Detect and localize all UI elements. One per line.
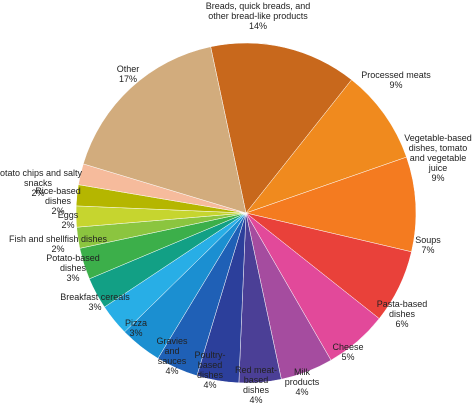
value-label: 3% <box>129 328 143 338</box>
slice-label: Cheese 5% <box>328 342 368 362</box>
value-label: 4% <box>295 387 309 397</box>
slice-label: Poultry-based dishes 4% <box>188 350 233 390</box>
slice-label: Breads, quick breads, and other bread-li… <box>198 1 318 31</box>
value-label: 9% <box>431 173 445 183</box>
category-name: Breakfast cereals <box>60 292 130 302</box>
category-name: Cheese <box>332 342 364 352</box>
slice-label: Processed meats 9% <box>361 70 431 90</box>
value-label: 9% <box>389 80 403 90</box>
category-name: Poultry-based dishes <box>194 350 226 380</box>
value-label: 7% <box>421 245 435 255</box>
slice-label: Red meat-based dishes 4% <box>231 365 281 405</box>
value-label: 17% <box>118 74 137 84</box>
slice-label: Eggs 2% <box>48 210 88 230</box>
value-label: 4% <box>203 380 217 390</box>
pie-slice <box>245 79 407 214</box>
category-name: Rice-based dishes <box>35 186 81 206</box>
slice-label: Potato-based dishes 3% <box>33 253 113 283</box>
slice-label: Soups 7% <box>408 235 448 255</box>
category-name: Pizza <box>124 318 147 328</box>
category-name: Vegetable-based dishes, tomato and veget… <box>404 133 472 173</box>
pie-slice <box>210 42 352 214</box>
slice-label: Milk products 4% <box>282 367 322 397</box>
value-label: 2% <box>51 244 65 254</box>
slice-label: Potato chips and salty snacks 2% <box>0 168 88 198</box>
category-name: Soups <box>415 235 441 245</box>
slice-label: Breakfast cereals 3% <box>60 292 130 312</box>
slice-label: Rice-based dishes 2% <box>23 186 93 216</box>
value-label: 4% <box>165 366 179 376</box>
category-name: Potato-based dishes <box>46 253 100 273</box>
pie-slice <box>245 156 417 253</box>
category-name: Pasta-based dishes <box>376 299 428 319</box>
value-label: 6% <box>395 319 409 329</box>
pie-slice <box>82 46 247 214</box>
category-name: Breads, quick breads, and other bread-li… <box>205 1 311 21</box>
slice-label: Pizza 3% <box>121 318 151 338</box>
value-label: 3% <box>88 302 102 312</box>
value-label: 14% <box>248 21 267 31</box>
category-name: Milk products <box>284 367 320 387</box>
value-label: 3% <box>66 273 80 283</box>
category-name: Other <box>116 64 140 74</box>
category-name: Red meat-based dishes <box>234 365 278 395</box>
category-name: Potato chips and salty snacks <box>0 168 83 188</box>
value-label: 4% <box>249 395 263 405</box>
value-label: 5% <box>341 352 355 362</box>
value-label: 2% <box>61 220 75 230</box>
slice-label: Vegetable-based dishes, tomato and veget… <box>401 133 474 183</box>
slice-label: Pasta-based dishes 6% <box>372 299 432 329</box>
value-label: 2% <box>51 206 65 216</box>
slice-label: Fish and shellfish dishes 2% <box>8 234 108 254</box>
category-name: Processed meats <box>361 70 431 80</box>
category-name: Fish and shellfish dishes <box>8 234 108 244</box>
value-label: 2% <box>31 188 45 198</box>
category-name: Eggs <box>57 210 79 220</box>
category-name: Gravies and sauces <box>156 336 188 366</box>
slice-label: Gravies and sauces 4% <box>152 336 192 376</box>
slice-label: Other 17% <box>113 64 143 84</box>
